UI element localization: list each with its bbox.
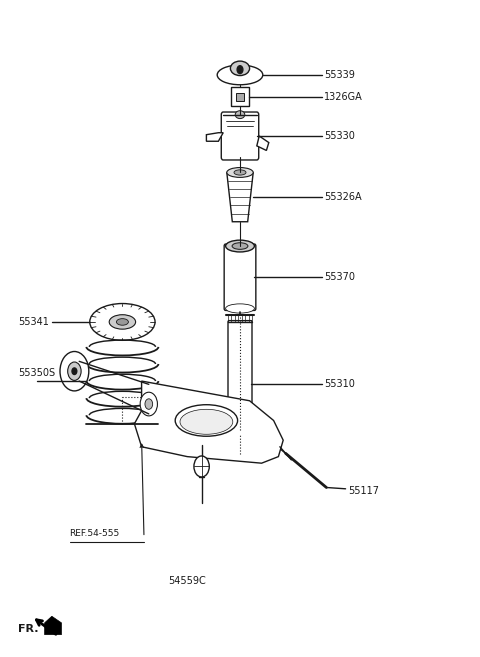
Ellipse shape <box>109 315 135 329</box>
Polygon shape <box>206 133 223 141</box>
Ellipse shape <box>180 409 233 434</box>
Text: 55117: 55117 <box>348 486 379 496</box>
Text: 55326A: 55326A <box>324 192 361 202</box>
FancyBboxPatch shape <box>221 112 259 160</box>
Circle shape <box>231 430 249 454</box>
Polygon shape <box>45 616 61 635</box>
Circle shape <box>236 437 244 447</box>
FancyBboxPatch shape <box>236 93 244 101</box>
Text: FR.: FR. <box>18 624 39 635</box>
Circle shape <box>60 351 89 391</box>
Text: 1326GA: 1326GA <box>324 91 363 102</box>
Circle shape <box>72 368 77 374</box>
Text: 55330: 55330 <box>324 131 355 141</box>
Text: 55339: 55339 <box>324 70 355 80</box>
Ellipse shape <box>90 304 155 340</box>
Text: 55370: 55370 <box>324 272 355 283</box>
Ellipse shape <box>117 319 129 325</box>
Circle shape <box>140 392 157 416</box>
Text: 55310: 55310 <box>324 379 355 390</box>
Text: REF.54-555: REF.54-555 <box>70 529 120 538</box>
Ellipse shape <box>226 240 254 252</box>
Polygon shape <box>257 136 269 150</box>
Circle shape <box>194 456 209 477</box>
Text: 55341: 55341 <box>18 317 49 327</box>
Text: 55350S: 55350S <box>18 368 55 378</box>
Ellipse shape <box>227 168 253 177</box>
Ellipse shape <box>234 170 246 175</box>
Ellipse shape <box>235 110 245 118</box>
FancyBboxPatch shape <box>231 87 249 106</box>
Circle shape <box>145 399 153 409</box>
FancyBboxPatch shape <box>224 244 256 311</box>
Polygon shape <box>134 381 283 463</box>
Circle shape <box>237 66 243 74</box>
Text: 54559C: 54559C <box>168 576 206 587</box>
Ellipse shape <box>232 243 248 250</box>
Ellipse shape <box>226 304 254 313</box>
Ellipse shape <box>217 65 263 85</box>
Polygon shape <box>227 173 253 222</box>
Ellipse shape <box>175 405 238 436</box>
Circle shape <box>68 362 81 380</box>
Ellipse shape <box>230 61 250 76</box>
FancyBboxPatch shape <box>228 321 252 432</box>
